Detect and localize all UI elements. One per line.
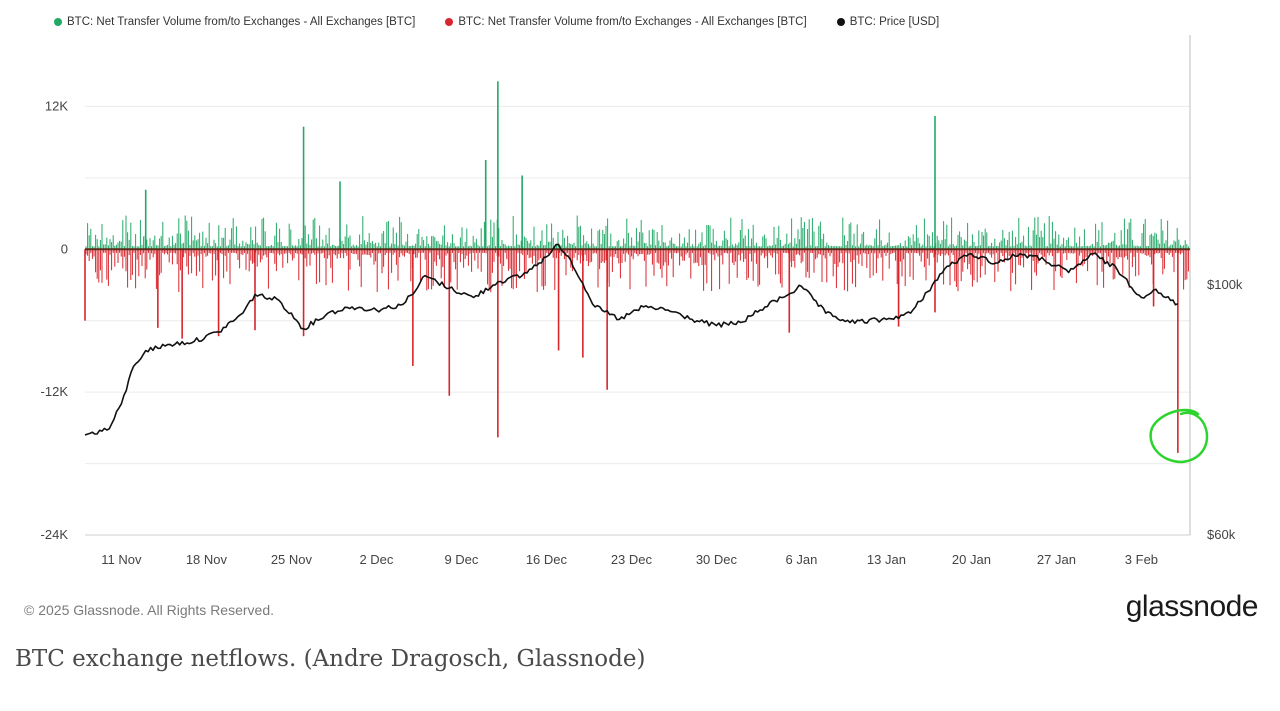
- legend-label-inflow: BTC: Net Transfer Volume from/to Exchang…: [67, 16, 416, 28]
- x-tick-label: 18 Nov: [186, 552, 228, 567]
- legend-dot-outflow: [445, 18, 454, 26]
- y-tick-label-right: $100k: [1207, 277, 1243, 292]
- x-tick-label: 13 Jan: [867, 552, 906, 567]
- x-tick-label: 6 Jan: [786, 552, 818, 567]
- image-caption: BTC exchange netflows. (Andre Dragosch, …: [15, 646, 646, 672]
- y-tick-label-left: 12K: [45, 98, 68, 113]
- x-tick-label: 23 Dec: [611, 552, 653, 567]
- legend-item-price[interactable]: BTC: Price [USD]: [836, 16, 940, 28]
- legend-label-price: BTC: Price [USD]: [849, 16, 940, 28]
- legend-label-outflow: BTC: Net Transfer Volume from/to Exchang…: [458, 16, 807, 28]
- glassnode-logo: glassnode: [1125, 590, 1259, 623]
- x-tick-label: 27 Jan: [1037, 552, 1076, 567]
- y-tick-label-right: $60k: [1207, 527, 1236, 542]
- x-tick-label: 30 Dec: [696, 552, 738, 567]
- x-tick-label: 11 Nov: [101, 552, 142, 567]
- highlight-circle-annotation: [1149, 408, 1209, 464]
- chart-legend: BTC: Net Transfer Volume from/to Exchang…: [54, 16, 969, 28]
- netflow-bars-dense: [85, 215, 1189, 293]
- x-tick-label: 20 Jan: [952, 552, 991, 567]
- y-tick-label-left: -24K: [41, 527, 69, 542]
- legend-dot-price: [836, 18, 845, 26]
- x-tick-label: 2 Dec: [359, 552, 393, 567]
- x-tick-label: 25 Nov: [271, 552, 313, 567]
- copyright-notice: © 2025 Glassnode. All Rights Reserved.: [24, 602, 275, 618]
- x-tick-label: 3 Feb: [1125, 552, 1158, 567]
- y-tick-label-left: 0: [61, 241, 68, 256]
- legend-item-outflow[interactable]: BTC: Net Transfer Volume from/to Exchang…: [445, 16, 807, 28]
- x-tick-label: 9 Dec: [444, 552, 478, 567]
- y-tick-label-left: -12K: [41, 384, 69, 399]
- legend-item-inflow[interactable]: BTC: Net Transfer Volume from/to Exchang…: [54, 16, 415, 28]
- legend-dot-inflow: [54, 18, 62, 26]
- chart-area: 12K 0 -12K -24K $100k $60k 11 Nov 18 Nov 25 Nov 2…: [41, 35, 1243, 567]
- x-tick-label: 16 Dec: [526, 552, 568, 567]
- price-line: [84, 243, 1179, 436]
